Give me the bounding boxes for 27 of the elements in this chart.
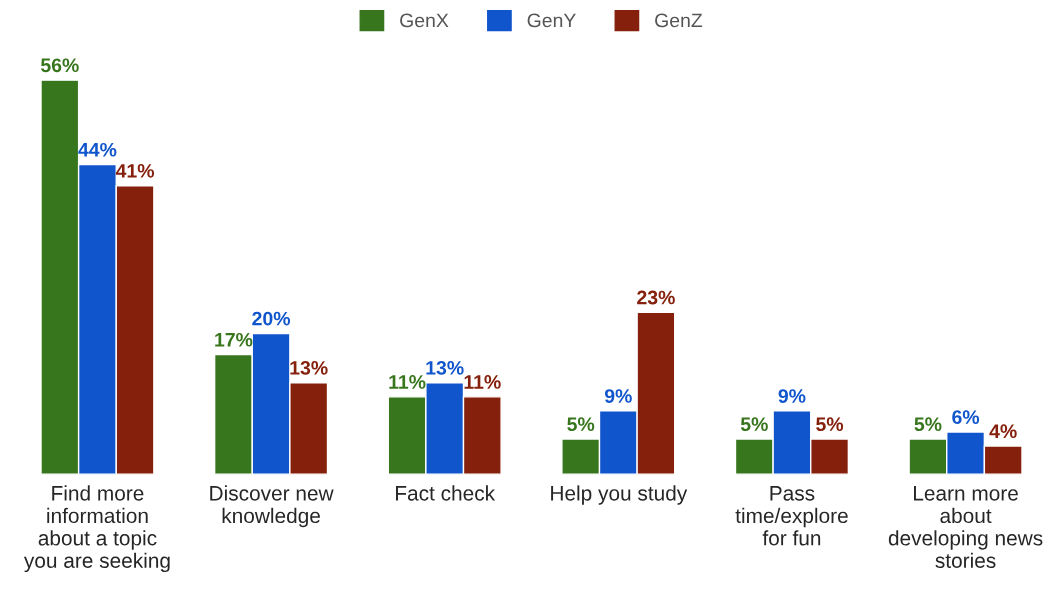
x-tick-label: Learn more about developing news stories xyxy=(888,486,1043,568)
data-label: 44% xyxy=(78,142,117,157)
data-label: 9% xyxy=(778,389,806,403)
x-tick-label: Pass time/explore for fun xyxy=(735,486,848,546)
x-tick-label: Fact check xyxy=(396,485,496,501)
x-tick-label: Find more information about a topic you are seeking xyxy=(23,485,170,573)
x-tick-label: Discover new knowledge xyxy=(210,485,334,528)
legend-label: GenY xyxy=(527,13,576,28)
data-label: 17% xyxy=(215,332,253,347)
data-label: 56% xyxy=(40,58,79,73)
data-label: 5% xyxy=(567,417,595,432)
data-label: 5% xyxy=(914,417,942,432)
legend-label: GenX xyxy=(400,13,449,28)
data-label: 5% xyxy=(816,417,844,432)
data-label: 13% xyxy=(426,360,464,375)
data-label: 6% xyxy=(952,410,980,425)
x-tick-label: Help you study xyxy=(551,485,688,505)
data-label: 4% xyxy=(989,424,1017,439)
data-label: 20% xyxy=(252,311,291,326)
data-label: 11% xyxy=(464,375,501,389)
data-label: 13% xyxy=(290,360,328,375)
data-label: 11% xyxy=(389,375,426,389)
data-label: 9% xyxy=(604,389,632,403)
data-label: 5% xyxy=(740,417,768,432)
data-label: 23% xyxy=(637,290,675,305)
legend-label: GenZ xyxy=(655,13,703,28)
data-label: 41% xyxy=(115,163,155,178)
